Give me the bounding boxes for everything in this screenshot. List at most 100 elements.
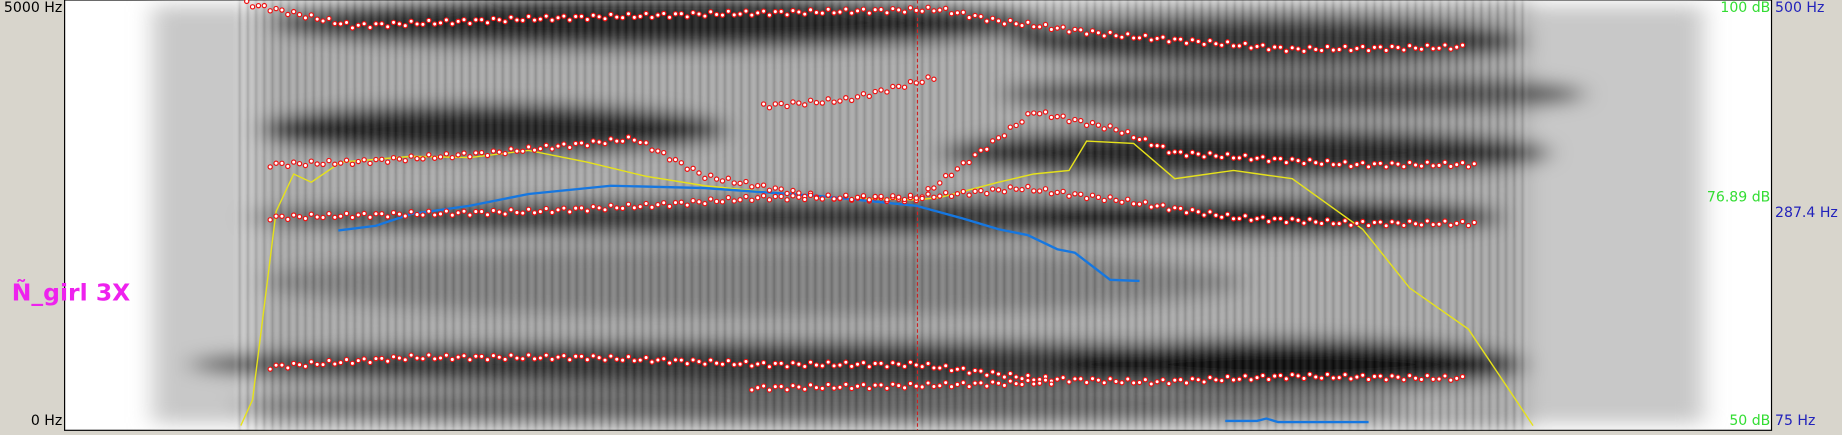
formant-dot — [1336, 220, 1342, 227]
formant-dot — [1013, 186, 1019, 192]
formant-dot — [1130, 134, 1137, 141]
formant-dot — [408, 352, 414, 358]
formant-dot — [502, 211, 508, 217]
formant-dot — [572, 353, 579, 360]
formant-dot — [525, 352, 532, 358]
formant-dot — [1089, 28, 1096, 34]
formant-dot — [931, 76, 937, 82]
formant-dot — [966, 192, 972, 198]
formant-dot — [725, 357, 732, 364]
pitch-top: 500 Hz — [1775, 0, 1824, 16]
formant-dot — [1248, 377, 1254, 383]
formant-dot — [872, 360, 878, 367]
formant-dot — [690, 357, 696, 363]
formant-dot — [1371, 44, 1378, 51]
formant-dot — [978, 13, 984, 20]
formant-dot — [1453, 161, 1460, 168]
formant-dot — [1412, 221, 1419, 227]
formant-dot — [778, 100, 784, 107]
formant-dot — [854, 8, 861, 14]
formant-dot — [1424, 42, 1431, 48]
formant-dot — [737, 180, 743, 187]
formant-dot — [578, 205, 585, 211]
formant-dot — [966, 14, 972, 21]
formant-dot — [1031, 24, 1037, 30]
formant-dot — [1078, 376, 1084, 382]
formant-dot — [1148, 381, 1154, 387]
formant-dot — [907, 192, 914, 199]
formant-dot — [255, 2, 262, 9]
formant-dot — [578, 13, 585, 20]
formant-dot — [1418, 46, 1425, 52]
formant-dot — [596, 354, 602, 361]
formant-dot — [549, 17, 555, 23]
formant-dot — [1277, 372, 1284, 379]
formant-dot — [1025, 19, 1031, 26]
formant-dot — [1154, 143, 1160, 149]
formant-dot — [878, 6, 884, 13]
formant-dot — [1424, 372, 1431, 379]
formant-dot — [813, 195, 820, 201]
formant-dot — [755, 10, 761, 16]
formant-dot — [872, 382, 878, 388]
formant-dot — [984, 146, 990, 152]
formant-dot — [314, 214, 320, 220]
formant-dot — [1277, 155, 1284, 162]
formant-dot — [443, 17, 450, 23]
formant-dot — [302, 15, 309, 21]
formant-dot — [490, 207, 497, 214]
formant-dot — [848, 10, 855, 16]
formant-dot — [784, 387, 790, 393]
formant-dot — [619, 357, 626, 363]
formant-dot — [713, 176, 720, 182]
formant-dot — [666, 203, 673, 210]
formant-dot — [866, 10, 873, 16]
formant-dot — [807, 382, 814, 388]
formant-dot — [1054, 189, 1060, 196]
formant-dot — [743, 193, 749, 200]
formant-dot — [537, 208, 544, 215]
formant-dot — [443, 208, 450, 214]
formant-dot — [1436, 162, 1442, 169]
formant-dot — [590, 353, 596, 359]
formant-dot — [931, 185, 937, 191]
formant-dot — [972, 188, 978, 195]
formant-dot — [332, 361, 338, 367]
formant-dot — [801, 102, 808, 108]
formant-dot — [1101, 126, 1107, 132]
formant-dot — [848, 97, 855, 104]
formant-dot — [437, 154, 444, 160]
formant-dot — [1066, 118, 1072, 125]
formant-dot — [1377, 373, 1384, 379]
formant-dot — [1236, 43, 1243, 49]
formant-dot — [1136, 136, 1143, 143]
formant-dot — [743, 358, 749, 365]
formant-dot — [1013, 374, 1019, 380]
formant-dot — [895, 194, 902, 200]
formant-dot — [1019, 375, 1025, 382]
formant-dot — [561, 141, 567, 147]
formant-dot — [772, 185, 779, 191]
formant-dot — [361, 356, 367, 362]
formant-dot — [1459, 160, 1466, 166]
formant-dot — [420, 212, 426, 218]
formant-dot — [402, 22, 408, 29]
formant-dot — [537, 355, 544, 361]
formant-dot — [937, 365, 943, 371]
formant-dot — [414, 21, 420, 27]
formant-dot — [790, 382, 796, 389]
formant-dot — [1248, 157, 1254, 163]
formant-dot — [1377, 160, 1384, 167]
formant-dot — [919, 8, 925, 14]
formant-dot — [302, 162, 309, 169]
formant-dot — [1336, 161, 1342, 168]
formant-dot — [1113, 378, 1119, 385]
formant-dot — [520, 148, 526, 154]
formant-dot — [1025, 183, 1031, 190]
formant-dot — [625, 134, 632, 140]
formant-dot — [719, 361, 726, 367]
formant-dot — [431, 356, 438, 362]
formant-dot — [1183, 210, 1190, 216]
formant-dot — [496, 354, 502, 360]
formant-dot — [1224, 151, 1231, 157]
